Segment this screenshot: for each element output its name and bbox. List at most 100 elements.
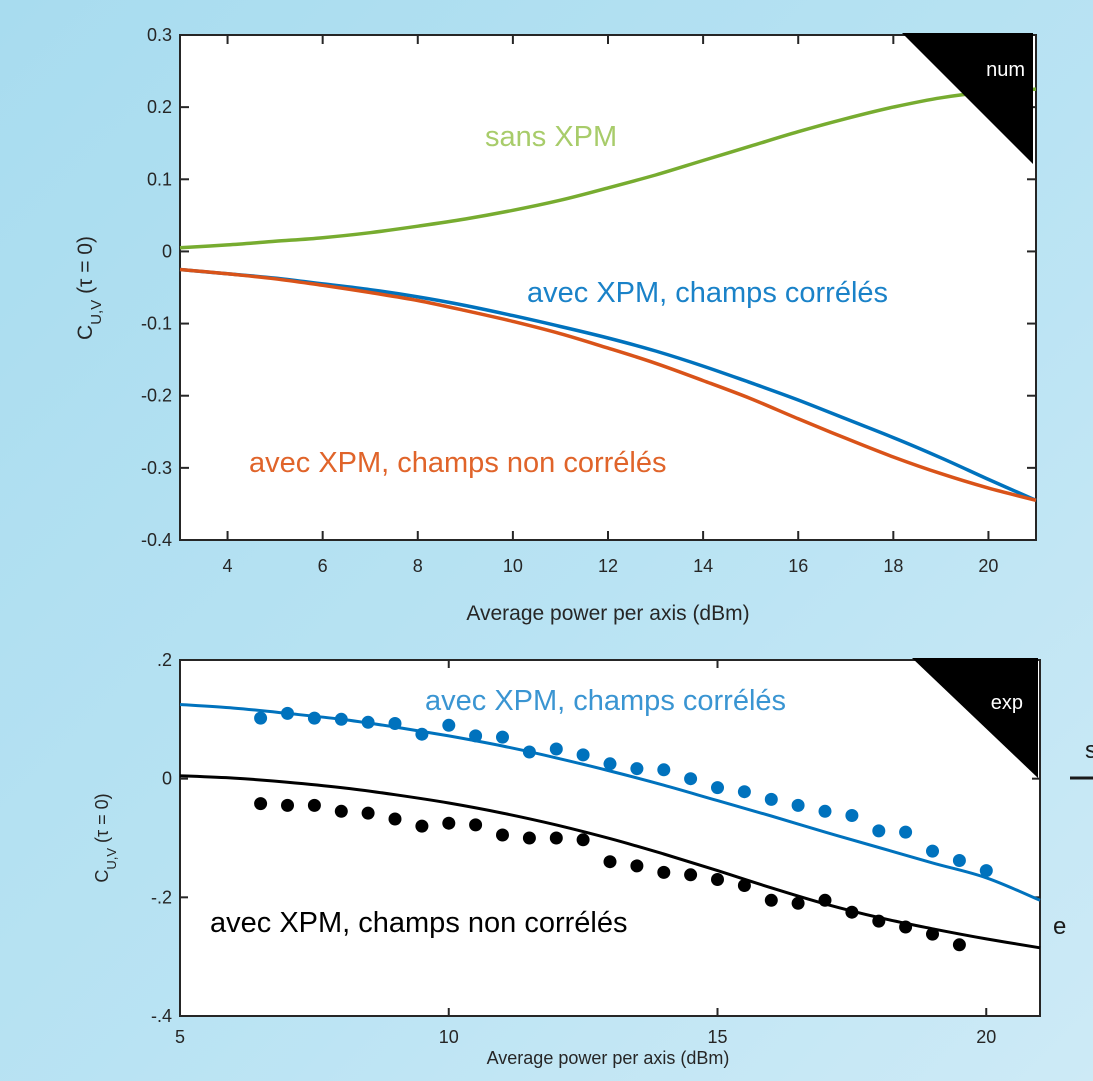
data-point-series-1	[791, 798, 805, 812]
y-tick-label: .2	[157, 650, 172, 670]
data-point-series-1	[522, 745, 536, 759]
x-tick-label: 5	[175, 1027, 185, 1047]
bottom-y-tick-labels: -.4 -.2 0 .2	[151, 650, 172, 1026]
top-x-axis-label: Average power per axis (dBm)	[466, 602, 749, 625]
x-tick-label: 14	[693, 556, 713, 576]
y-tick-label: -.4	[151, 1006, 172, 1026]
data-point-series-1	[549, 742, 563, 756]
data-point-series-2	[872, 914, 886, 928]
data-point-series-2	[737, 879, 751, 892]
bottom-label-uncorrelated: avec XPM, champs non corrélés	[210, 907, 627, 939]
data-point-series-1	[281, 706, 294, 720]
bottom-y-axis-label: CU,V (τ = 0)	[92, 793, 119, 882]
bottom-x-tick-labels: 5 10 15 20	[175, 1027, 996, 1047]
x-tick-label: 6	[318, 556, 328, 576]
data-point-series-1	[872, 824, 886, 838]
data-point-series-2	[630, 859, 644, 873]
y-tick-label: -0.2	[141, 386, 172, 406]
top-label-sans-xpm: sans XPM	[485, 121, 617, 153]
x-tick-label: 8	[413, 556, 423, 576]
data-point-series-1	[684, 772, 698, 786]
data-point-series-1	[926, 844, 939, 858]
data-point-series-2	[845, 905, 859, 919]
bottom-corner-badge	[912, 658, 1038, 778]
y-tick-label: -0.1	[141, 314, 172, 334]
series-line-3	[179, 267, 1037, 502]
data-point-series-2	[549, 831, 563, 845]
bottom-x-axis-label: Average power per axis (dBm)	[487, 1048, 730, 1068]
data-point-series-1	[845, 809, 859, 822]
edge-fragment-e: e	[1053, 913, 1066, 940]
data-point-series-1	[764, 792, 778, 806]
data-point-series-2	[281, 798, 294, 812]
bottom-label-correlated: avec XPM, champs corrélés	[425, 685, 786, 717]
y-tick-label: 0.1	[147, 169, 172, 189]
data-point-series-1	[496, 730, 509, 744]
y-tick-label: -0.3	[141, 458, 172, 478]
data-point-series-1	[711, 781, 724, 795]
data-point-series-2	[469, 818, 483, 832]
bottom-panel: 5 10 15 20 -.4 -.2 0 .2 exp avec XPM, champs c…	[92, 650, 1041, 1068]
data-point-series-2	[254, 797, 268, 811]
fit-line-2	[179, 774, 1041, 950]
bottom-tick-marks	[179, 659, 1040, 1017]
data-point-series-1	[361, 715, 375, 729]
data-point-series-1	[254, 711, 268, 725]
x-tick-label: 20	[978, 556, 998, 576]
data-point-series-1	[737, 785, 751, 799]
top-y-axis-label: CU,V (τ = 0)	[74, 236, 105, 340]
data-point-series-1	[307, 711, 321, 725]
data-point-series-2	[307, 798, 321, 812]
data-point-series-2	[684, 868, 698, 882]
data-point-series-2	[576, 833, 590, 847]
top-label-correlated: avec XPM, champs corrélés	[527, 277, 888, 309]
y-tick-label: 0.2	[147, 97, 172, 117]
x-tick-label: 12	[598, 556, 618, 576]
fit-line-1	[179, 703, 1041, 902]
data-point-series-2	[818, 893, 832, 907]
y-tick-label: 0.3	[147, 25, 172, 45]
top-corner-label: num	[986, 59, 1025, 81]
x-tick-label: 10	[439, 1027, 459, 1047]
data-point-series-1	[388, 717, 402, 730]
data-point-series-2	[952, 938, 966, 952]
data-point-series-2	[603, 855, 617, 869]
y-tick-label: 0	[162, 241, 172, 261]
data-point-series-2	[496, 828, 509, 842]
data-point-series-1	[899, 825, 913, 839]
data-point-series-1	[442, 718, 456, 732]
bottom-fit-lines	[179, 703, 1041, 950]
x-tick-label: 10	[503, 556, 523, 576]
top-x-tick-labels: 4 6 8 10 12 14 16 18 20	[223, 556, 999, 576]
bottom-corner-label: exp	[991, 692, 1023, 714]
data-point-series-1	[657, 763, 671, 777]
top-corner-badge	[902, 33, 1033, 164]
series-line-1	[179, 87, 1037, 250]
data-point-series-1	[818, 804, 832, 818]
y-tick-label: -0.4	[141, 530, 172, 550]
data-point-series-2	[334, 804, 348, 818]
data-point-series-2	[361, 806, 375, 820]
edge-fragment-s: s	[1085, 737, 1093, 764]
data-point-series-1	[576, 748, 590, 762]
y-tick-label: -.2	[151, 887, 172, 907]
data-point-series-2	[791, 896, 805, 910]
bottom-data-points	[254, 706, 993, 952]
y-tick-label: 0	[162, 769, 172, 789]
top-series-lines	[179, 87, 1037, 502]
top-label-uncorrelated: avec XPM, champs non corrélés	[249, 447, 666, 479]
data-point-series-2	[657, 865, 671, 879]
top-y-tick-labels: -0.4 -0.3 -0.2 -0.1 0 0.1 0.2 0.3	[141, 25, 172, 550]
data-point-series-2	[388, 812, 402, 826]
data-point-series-1	[469, 729, 483, 743]
data-point-series-1	[603, 757, 617, 771]
data-point-series-1	[415, 727, 429, 741]
data-point-series-2	[711, 873, 724, 886]
data-point-series-2	[764, 893, 778, 907]
x-tick-label: 4	[223, 556, 233, 576]
x-tick-label: 15	[707, 1027, 727, 1047]
data-point-series-1	[334, 712, 348, 726]
x-tick-label: 20	[976, 1027, 996, 1047]
data-point-series-2	[442, 816, 456, 830]
